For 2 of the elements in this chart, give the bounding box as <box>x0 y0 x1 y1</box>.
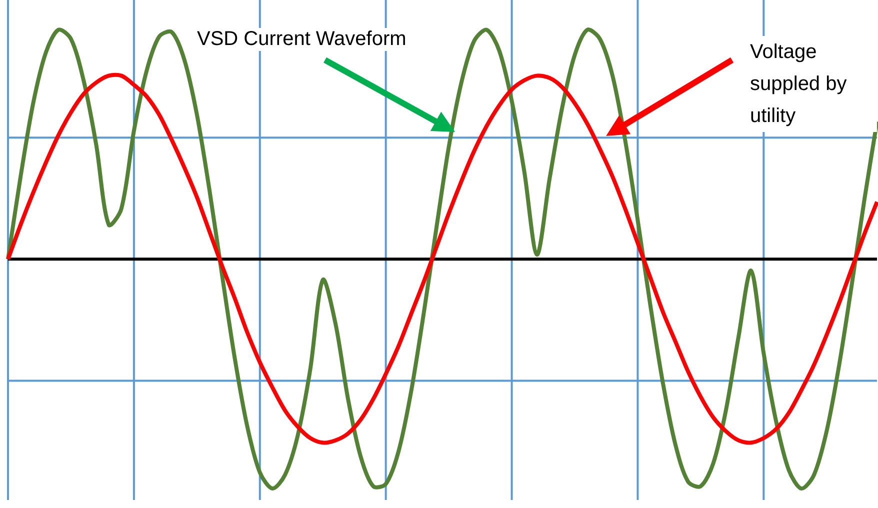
annotation: VSD Current Waveform <box>195 28 408 51</box>
annotation: Voltage suppled by utility <box>748 36 877 132</box>
